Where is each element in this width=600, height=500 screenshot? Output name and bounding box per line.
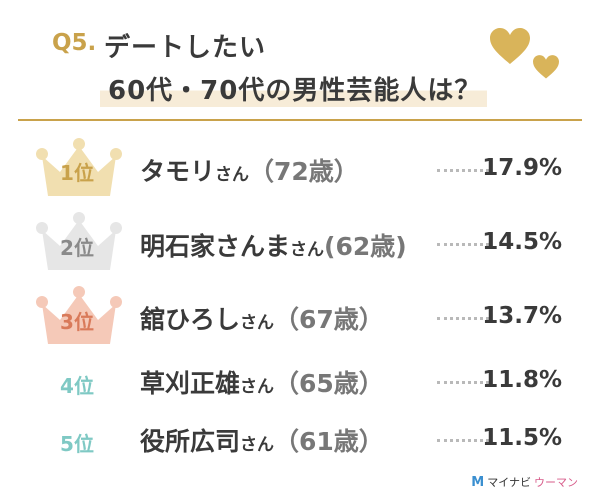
header-divider — [18, 119, 582, 121]
celebrity-name: タモリさん（72歳） — [140, 157, 359, 186]
ranking-row: 4位 草刈正雄さん（65歳） 11.8% — [0, 360, 600, 416]
brand-logo: M マイナビ ウーマン — [471, 474, 578, 490]
leader-dots — [437, 439, 489, 442]
ranking-row: 3位 舘ひろしさん（67歳） 13.7% — [0, 286, 600, 344]
bronze-crown-icon — [36, 286, 122, 346]
brand-name: マイナビ — [487, 476, 531, 489]
percentage-value: 13.7% — [482, 303, 562, 329]
percentage-value: 17.9% — [482, 155, 562, 181]
celebrity-name: 草刈正雄さん（65歳） — [140, 369, 384, 398]
percentage-value: 11.8% — [482, 367, 562, 393]
celebrity-name: 舘ひろしさん（67歳） — [140, 305, 384, 334]
heart-large-icon — [490, 28, 530, 66]
rank-label: 4位 — [60, 374, 94, 398]
ranking-row: 2位 明石家さんまさん(62歳) 14.5% — [0, 212, 600, 270]
title-line-2: 60代・70代の男性芸能人は？ — [100, 70, 488, 107]
rank-label: 2位 — [60, 236, 94, 260]
percentage-value: 11.5% — [482, 425, 562, 451]
heart-small-icon — [533, 55, 559, 80]
leader-dots — [437, 169, 489, 172]
brand-accent: ウーマン — [534, 476, 578, 489]
celebrity-name: 役所広司さん（61歳） — [140, 427, 384, 456]
rank-label: 1位 — [60, 161, 94, 185]
brand-mark-icon: M — [471, 474, 485, 490]
title-line-1: デートしたい — [104, 33, 267, 63]
question-number: Q5. — [52, 30, 97, 56]
leader-dots — [437, 381, 489, 384]
celebrity-name: 明石家さんまさん(62歳) — [140, 232, 407, 261]
percentage-value: 14.5% — [482, 229, 562, 255]
silver-crown-icon — [36, 212, 122, 272]
ranking-row: 5位 役所広司さん（61歳） 11.5% — [0, 418, 600, 474]
leader-dots — [437, 243, 489, 246]
ranking-row: 1位 タモリさん（72歳） 17.9% — [0, 138, 600, 196]
rank-label: 3位 — [60, 310, 94, 334]
leader-dots — [437, 317, 489, 320]
rank-label: 5位 — [60, 432, 94, 456]
gold-crown-icon — [36, 138, 122, 198]
